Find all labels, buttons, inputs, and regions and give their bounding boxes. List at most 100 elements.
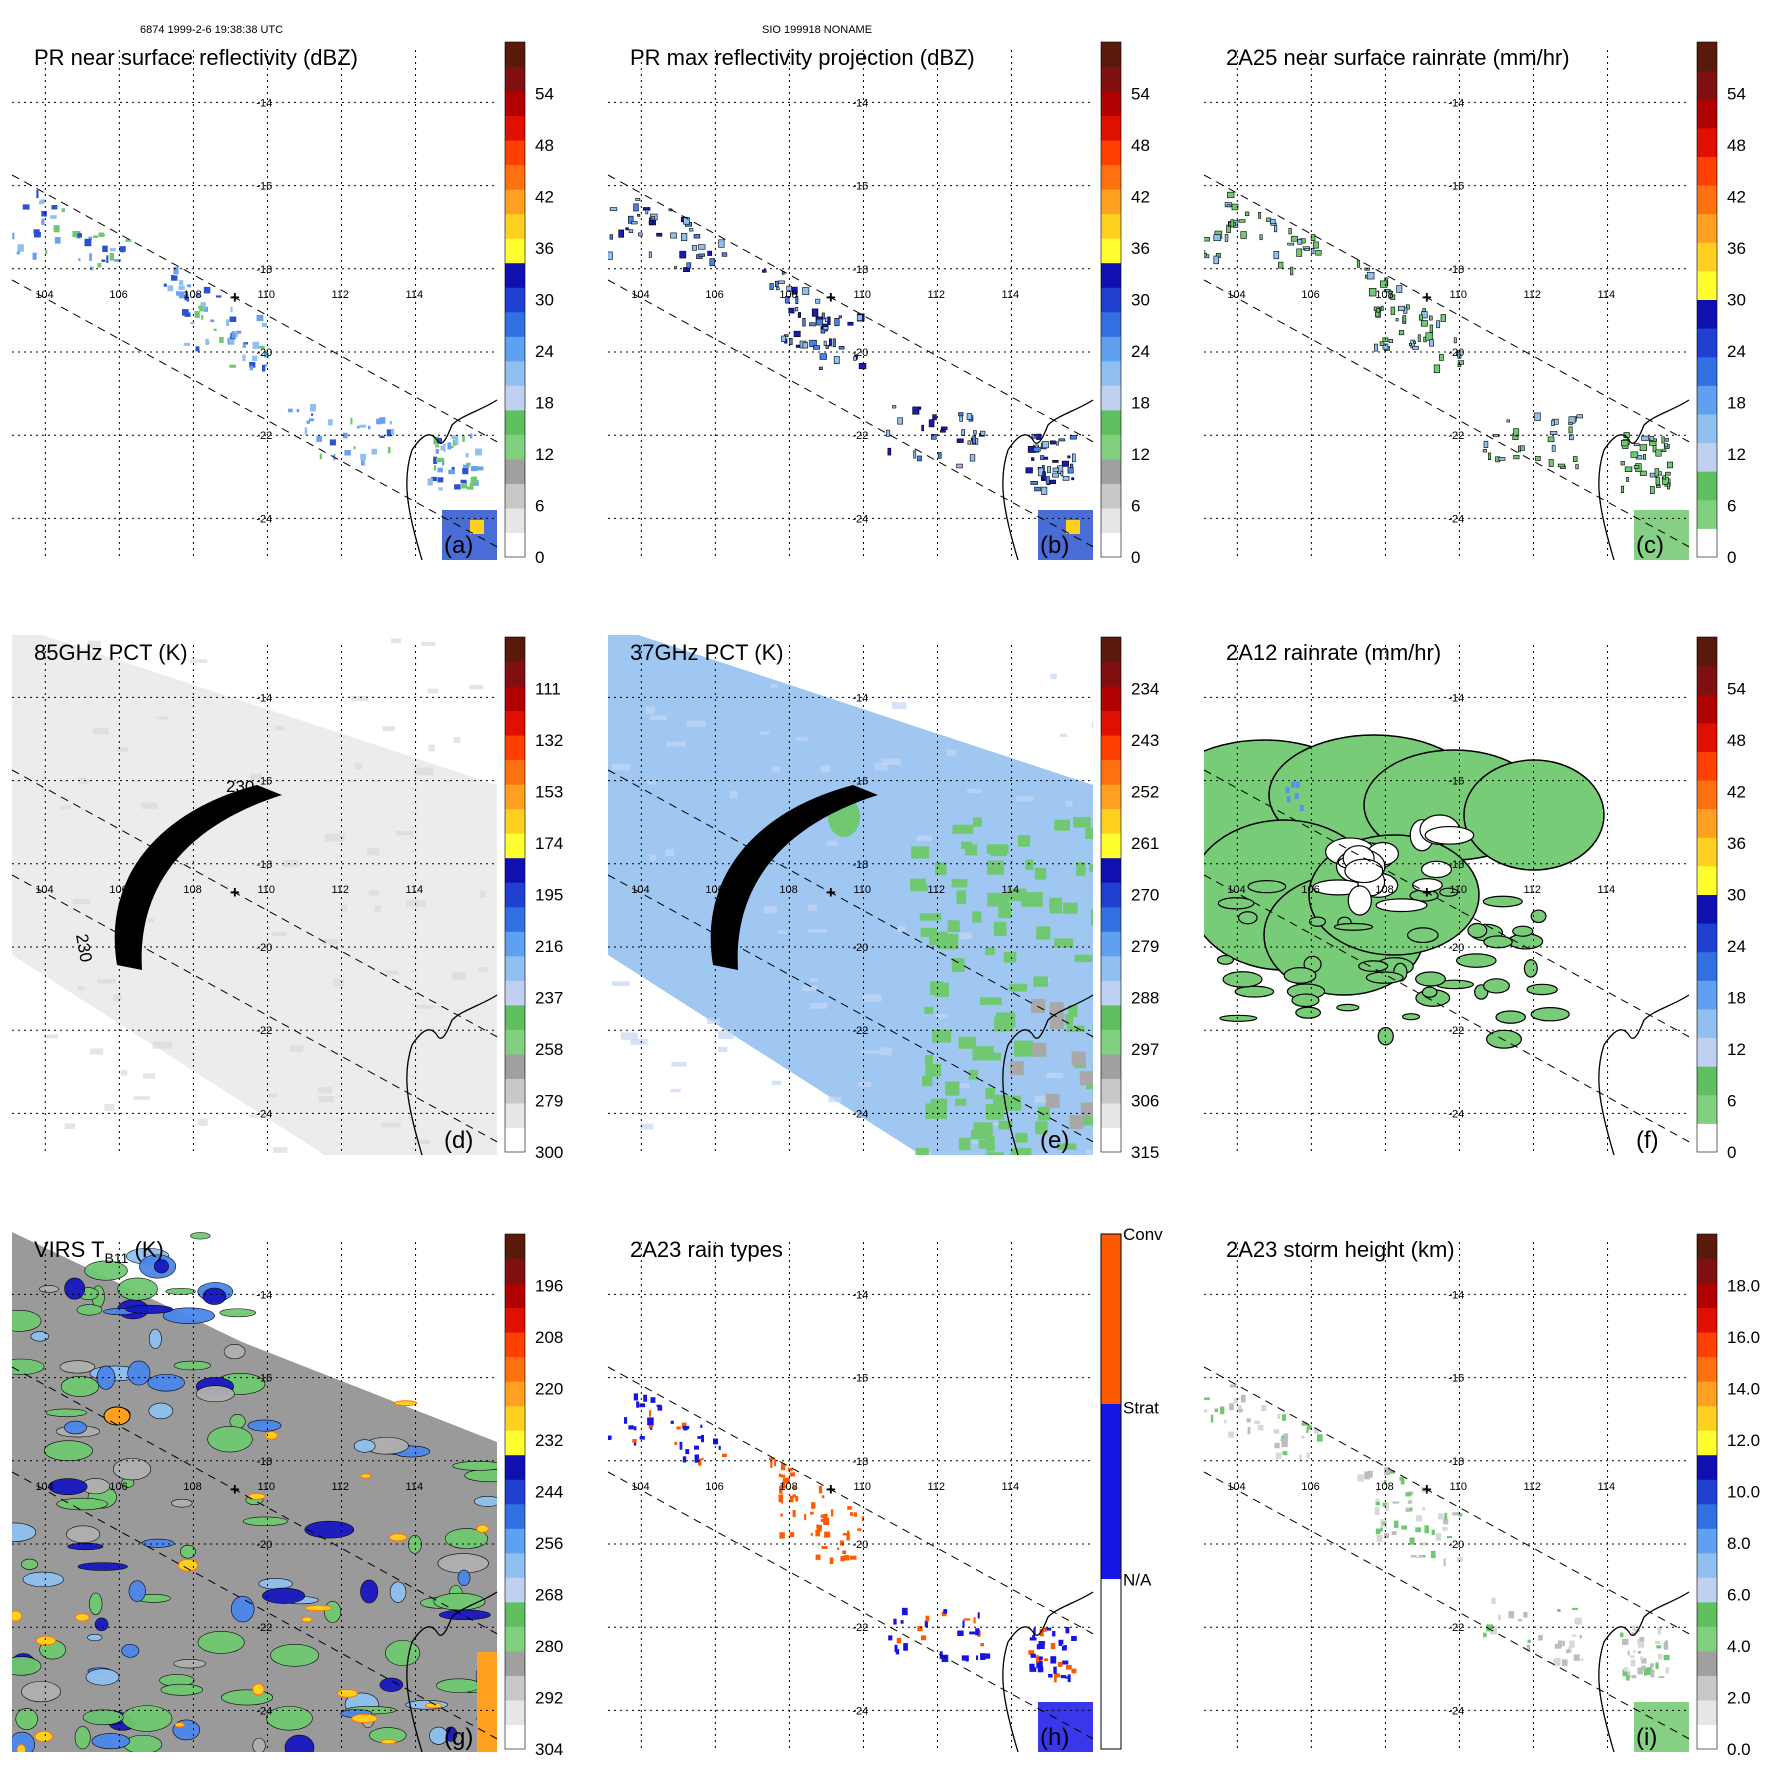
warm-pct-cell: [934, 982, 949, 997]
colorbar-segment: [1697, 865, 1717, 895]
warm-pct-cell: [994, 1016, 1014, 1032]
pr-echo-pixel: [980, 430, 986, 436]
swath-texture-cell: [374, 905, 382, 912]
pr-echo-pixel: [454, 437, 459, 446]
gray-pct-cell: [1049, 1002, 1064, 1017]
colorbar-segment: [1697, 1123, 1717, 1153]
pr-echo-pixel: [649, 1410, 652, 1417]
swath-texture-cell: [324, 833, 345, 842]
rain-cell: [1295, 1006, 1322, 1019]
pr-echo-pixel: [1375, 1501, 1381, 1506]
pr-echo-pixel: [1506, 419, 1510, 423]
pr-echo-pixel: [1436, 320, 1441, 329]
intense-echo: [470, 520, 484, 534]
pr-echo-pixel: [1655, 449, 1662, 457]
pr-echo-pixel: [1204, 1397, 1210, 1400]
colorbar-tick-label: 24: [535, 342, 554, 361]
heavy-rain-pixel: [1285, 787, 1290, 794]
warm-pct-cell: [987, 892, 1009, 907]
warm-pct-cell: [911, 846, 930, 859]
pr-echo-pixel: [1624, 466, 1633, 473]
pr-echo-pixel: [433, 436, 440, 445]
pr-echo-pixel: [454, 484, 461, 490]
colorbar-segment: [1697, 1650, 1717, 1676]
swath-texture-cell: [611, 981, 630, 987]
colorbar-tick-label: N/A: [1123, 1570, 1152, 1589]
pr-echo-pixel: [1223, 1419, 1227, 1424]
swath-texture-cell: [1059, 733, 1067, 738]
warm-pct-cell: [985, 947, 995, 956]
colorbar-segment: [1697, 1552, 1717, 1578]
warm-pct-cell: [985, 1087, 995, 1099]
pr-echo-pixel: [51, 205, 58, 210]
rain-cell: [1530, 1007, 1570, 1022]
lon-label: 112: [332, 884, 350, 896]
pr-echo-pixel: [1444, 1512, 1448, 1520]
pr-echo-pixel: [288, 408, 293, 413]
colorbar-tick-label: 54: [1131, 85, 1150, 104]
pr-echo-pixel: [1246, 1418, 1251, 1423]
pr-echo-pixel: [61, 208, 65, 213]
colorbar-segment: [1697, 499, 1717, 529]
very-cold-cloud: [304, 1604, 333, 1612]
pr-echo-pixel: [360, 453, 366, 460]
colorbar-segment: [505, 661, 525, 687]
warm-pct-cell: [986, 844, 1009, 854]
very-cold-cloud: [177, 1558, 199, 1572]
colorbar-segment: [1697, 951, 1717, 981]
colorbar-segment: [505, 360, 525, 386]
warm-pct-cell: [1021, 892, 1043, 907]
pr-echo-pixel: [379, 435, 385, 438]
pr-echo-pixel: [1062, 1660, 1069, 1665]
pr-echo-pixel: [1641, 1665, 1646, 1671]
map-area: [1204, 1384, 1689, 1752]
pr-echo-pixel: [53, 225, 60, 233]
pr-echo-pixel: [1067, 467, 1074, 474]
colorbar-tick-label: 6: [1131, 497, 1140, 516]
warm-pct-cell: [1017, 835, 1031, 847]
pr-echo-pixel: [961, 1655, 969, 1661]
storm-center-marker: +: [230, 883, 240, 902]
warm-pct-cell: [952, 824, 974, 834]
colorbar-segment: [1697, 413, 1717, 444]
pr-echo-pixel: [1620, 485, 1625, 494]
colorbar-segment: [1697, 923, 1717, 953]
pr-echo-pixel: [1316, 1434, 1323, 1442]
cold-cloud-cell: [91, 1733, 130, 1750]
swath-texture-cell: [1091, 721, 1093, 729]
lon-label: 114: [1598, 289, 1616, 301]
pr-echo-pixel: [185, 291, 188, 298]
colorbar-segment: [1101, 857, 1121, 883]
lat-label: -18: [852, 1456, 868, 1468]
colorbar-segment: [1697, 1037, 1717, 1067]
pr-echo-pixel: [1052, 460, 1059, 463]
lon-label: 106: [705, 289, 723, 301]
lat-label: -24: [1448, 1705, 1464, 1717]
pr-echo-pixel: [966, 413, 973, 420]
colorbar-tick-label: 36: [1727, 834, 1746, 853]
pr-echo-pixel: [920, 1635, 927, 1641]
pr-echo-pixel: [1390, 306, 1396, 315]
warm-pct-cell: [986, 1136, 995, 1152]
pr-echo-pixel: [633, 203, 639, 212]
lat-label: -20: [256, 1539, 272, 1551]
cold-cloud-cell: [89, 1592, 103, 1616]
lat-label: -18: [256, 1456, 272, 1468]
colorbar-tick-label: 208: [535, 1328, 563, 1347]
heavy-rain-pixel: [1299, 804, 1304, 811]
colorbar-segment: [505, 91, 525, 117]
colorbar-segment: [1697, 808, 1717, 838]
colorbar-segment: [1101, 189, 1121, 215]
pr-echo-pixel: [1306, 1452, 1311, 1459]
pr-echo-pixel: [1491, 1597, 1496, 1604]
lat-label: -16: [1448, 1373, 1464, 1385]
pr-echo-pixel: [1036, 433, 1042, 440]
scan-edge-band: [710, 785, 878, 970]
colorbar-segment: [1697, 1699, 1717, 1725]
colorbar-segment: [505, 735, 525, 761]
colorbar-tick-label: Conv: [1123, 1225, 1163, 1244]
cold-cloud-cell: [56, 1497, 108, 1511]
swath-texture-cell: [828, 1096, 842, 1103]
pr-echo-pixel: [1385, 1503, 1389, 1512]
colorbar-segment: [1697, 694, 1717, 724]
